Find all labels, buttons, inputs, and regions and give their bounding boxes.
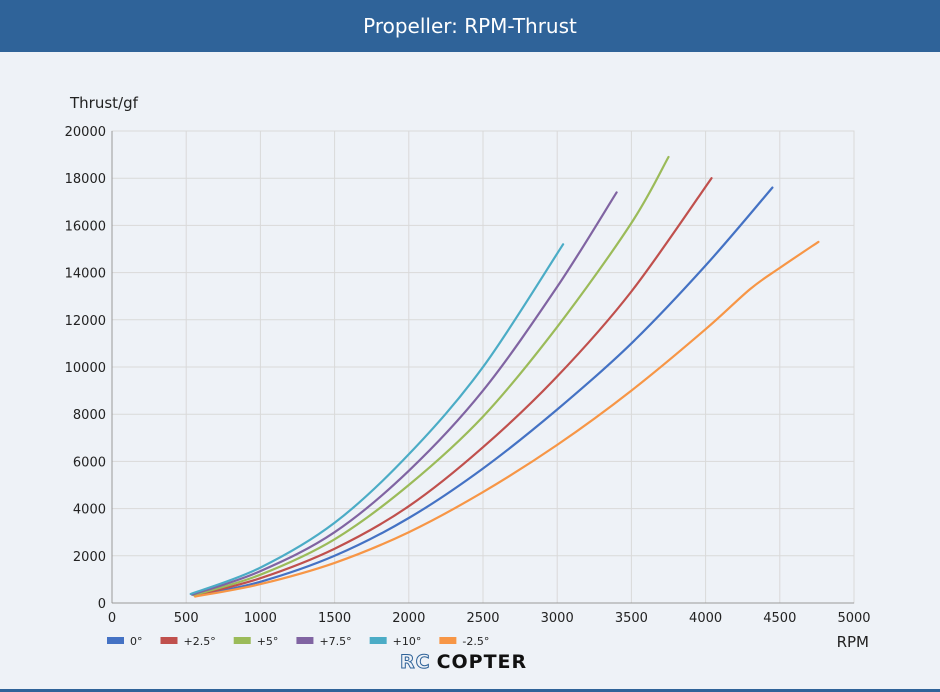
legend-label-2: +5° xyxy=(257,635,279,648)
x-axis-title: RPM xyxy=(837,633,869,651)
y-tick-label: 10000 xyxy=(65,361,106,376)
logo-copter: COPTER xyxy=(436,651,528,673)
x-tick-label: 500 xyxy=(174,611,199,626)
x-tick-label: 0 xyxy=(108,611,116,626)
chart-header: Propeller: RPM-Thrust xyxy=(0,0,940,52)
y-tick-label: 8000 xyxy=(73,408,106,423)
series-line-4 xyxy=(189,243,565,596)
y-tick-label: 0 xyxy=(98,597,106,612)
x-tick-label: 1000 xyxy=(244,611,277,626)
logo-rc: RC xyxy=(400,651,431,674)
rc-copter-logo: RC COPTER xyxy=(400,650,527,674)
y-tick-label: 20000 xyxy=(65,125,106,140)
legend-swatch-4 xyxy=(369,637,387,644)
y-tick-label: 16000 xyxy=(65,219,106,234)
series-line-0 xyxy=(194,186,774,597)
x-tick-label: 5000 xyxy=(837,611,870,626)
x-tick-label: 1500 xyxy=(318,611,351,626)
legend-swatch-3 xyxy=(296,637,314,644)
x-tick-label: 4000 xyxy=(689,611,722,626)
legend-label-3: +7.5° xyxy=(319,635,351,648)
y-tick-label: 12000 xyxy=(65,314,106,329)
y-tick-label: 6000 xyxy=(73,455,106,470)
chart-title: Propeller: RPM-Thrust xyxy=(363,14,577,38)
y-tick-label: 14000 xyxy=(65,267,106,282)
x-tick-label: 2500 xyxy=(466,611,499,626)
series-line-1 xyxy=(194,177,713,597)
bottom-rule xyxy=(0,689,940,692)
series-line-5 xyxy=(194,240,820,598)
legend-label-0: 0° xyxy=(130,635,143,648)
x-tick-label: 3000 xyxy=(541,611,574,626)
y-axis-title: Thrust/gf xyxy=(69,94,139,112)
x-tick-label: 4500 xyxy=(763,611,796,626)
y-tick-label: 4000 xyxy=(73,503,106,518)
y-tick-label: 2000 xyxy=(73,550,106,565)
legend-label-5: -2.5° xyxy=(462,635,489,648)
series-line-3 xyxy=(191,191,618,596)
legend-label-4: +10° xyxy=(393,635,422,648)
legend-label-1: +2.5° xyxy=(184,635,216,648)
legend-swatch-1 xyxy=(160,637,178,644)
legend-swatch-2 xyxy=(233,637,251,644)
legend-swatch-5 xyxy=(439,637,457,644)
x-tick-label: 3500 xyxy=(615,611,648,626)
x-tick-label: 2000 xyxy=(392,611,425,626)
legend-swatch-0 xyxy=(107,637,124,644)
y-tick-label: 18000 xyxy=(65,172,106,187)
series-line-2 xyxy=(192,155,670,597)
